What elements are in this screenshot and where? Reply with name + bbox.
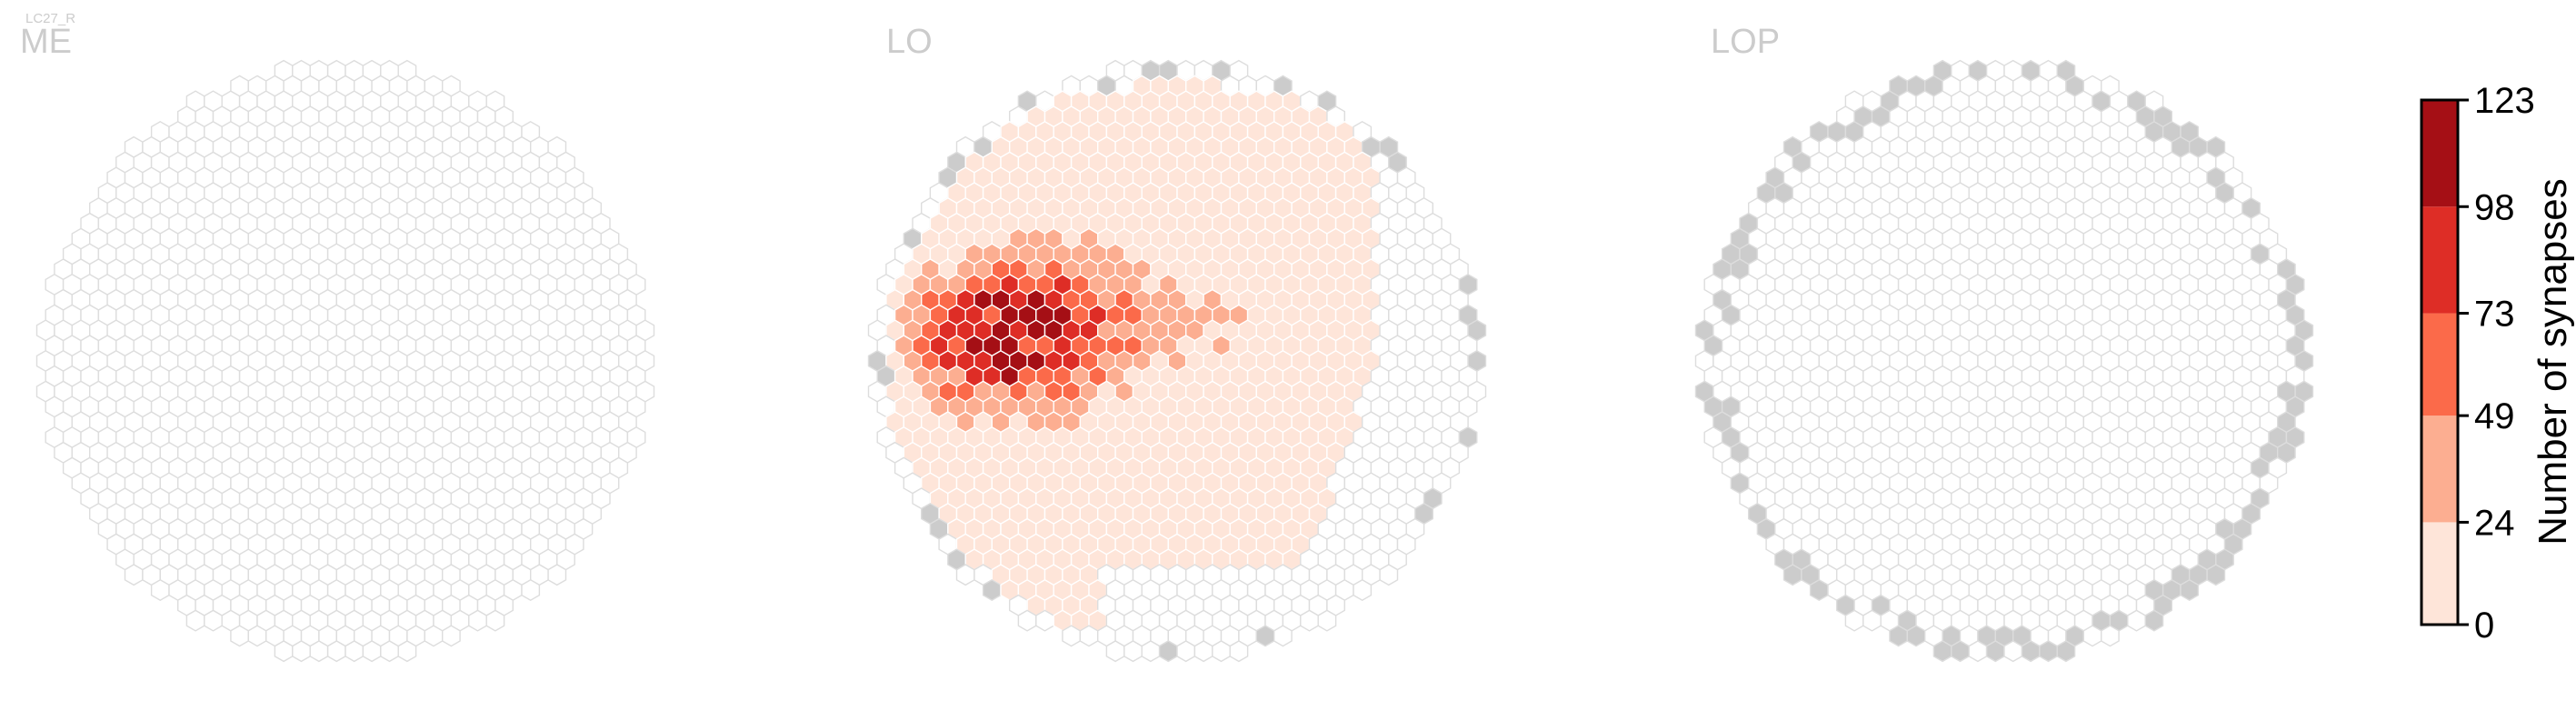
colorbar-bin-2 bbox=[2421, 313, 2458, 416]
lo-hex-1034 bbox=[1300, 609, 1319, 632]
lo-hex-1054 bbox=[1193, 640, 1213, 663]
me-hex-1019 bbox=[204, 609, 223, 632]
colorbar-tick-label-4: 98 bbox=[2474, 187, 2515, 227]
hex-grid-me bbox=[35, 59, 655, 663]
lop-hex-1034 bbox=[2127, 609, 2146, 632]
lop-hex-1019 bbox=[1862, 609, 1882, 632]
lop-hex-1036 bbox=[1889, 625, 1909, 647]
me-hex-998 bbox=[521, 578, 541, 602]
colorbar-ticks: 0 24 49 73 98 123 bbox=[2458, 81, 2535, 646]
lop-hex-1047 bbox=[2082, 625, 2102, 647]
lo-hex-977 bbox=[982, 578, 1002, 602]
lop-hex-998 bbox=[2180, 578, 2200, 602]
lop-hex-1050 bbox=[1951, 640, 1970, 663]
panel-title-me: ME bbox=[20, 23, 72, 61]
me-hex-1054 bbox=[362, 640, 382, 663]
lop-hex-1037 bbox=[1906, 625, 1926, 647]
me-hex-1036 bbox=[230, 625, 249, 647]
me-hex-1049 bbox=[274, 640, 294, 663]
me-hex-952 bbox=[124, 564, 144, 586]
me-hex-1037 bbox=[247, 625, 267, 647]
lo-hex-1053 bbox=[1176, 640, 1196, 663]
lop-hex-1053 bbox=[2003, 640, 2023, 663]
lop-hex-1049 bbox=[1932, 640, 1952, 663]
colorbar-bin-3 bbox=[2421, 206, 2458, 314]
lop-hex-1055 bbox=[2039, 640, 2058, 663]
lo-hex-1019 bbox=[1035, 609, 1054, 632]
panel-lo: LO bbox=[867, 23, 1487, 663]
me-hex-1034 bbox=[468, 609, 487, 632]
colorbar-tick-label-3: 73 bbox=[2474, 295, 2515, 335]
lo-hex-976 bbox=[1379, 564, 1399, 586]
panel-lop: LOP bbox=[1694, 23, 2314, 663]
lo-hex-1056 bbox=[1229, 640, 1249, 663]
lo-hex-1052 bbox=[1158, 640, 1178, 663]
lo-hex-1018 bbox=[1017, 609, 1037, 632]
me-hex-1055 bbox=[380, 640, 399, 663]
panel-title-lop: LOP bbox=[1711, 23, 1780, 61]
lo-hex-1055 bbox=[1212, 640, 1231, 663]
colorbar-tick-label-2: 49 bbox=[2474, 396, 2515, 436]
lop-hex-1035 bbox=[2144, 609, 2164, 632]
colorbar-bins bbox=[2421, 100, 2458, 625]
colorbar-tick-label-0: 0 bbox=[2474, 606, 2494, 646]
colorbar-bin-4 bbox=[2421, 100, 2458, 207]
lop-hex-977 bbox=[1809, 578, 1829, 602]
lo-hex-952 bbox=[955, 564, 975, 586]
lo-hex-1037 bbox=[1079, 625, 1099, 647]
lo-hex-1050 bbox=[1123, 640, 1143, 663]
lo-hex-1035 bbox=[1317, 609, 1337, 632]
me-hex-1053 bbox=[344, 640, 364, 663]
me-hex-976 bbox=[547, 564, 567, 586]
me-hex-977 bbox=[150, 578, 170, 602]
me-hex-1050 bbox=[292, 640, 311, 663]
me-hex-1035 bbox=[485, 609, 505, 632]
panel-me: ME bbox=[20, 23, 655, 663]
hex-grid-lo bbox=[867, 59, 1487, 663]
lop-hex-1051 bbox=[1968, 640, 1988, 663]
lo-hex-1047 bbox=[1255, 625, 1275, 647]
lop-hex-1048 bbox=[2100, 625, 2120, 647]
me-hex-1052 bbox=[326, 640, 346, 663]
me-hex-1018 bbox=[185, 609, 205, 632]
lo-hex-1048 bbox=[1273, 625, 1293, 647]
lop-hex-1018 bbox=[1844, 609, 1864, 632]
lo-hex-1036 bbox=[1062, 625, 1082, 647]
lop-hex-1052 bbox=[1985, 640, 2005, 663]
panel-title-lo: LO bbox=[886, 23, 933, 61]
me-hex-1051 bbox=[309, 640, 329, 663]
colorbar-tick-label-1: 24 bbox=[2474, 503, 2515, 543]
colorbar-label: Number of synapses bbox=[2531, 178, 2575, 546]
me-hex-1056 bbox=[397, 640, 417, 663]
lop-hex-952 bbox=[1782, 564, 1802, 586]
lop-hex-1054 bbox=[2021, 640, 2041, 663]
colorbar-bin-1 bbox=[2421, 416, 2458, 523]
me-hex-1047 bbox=[424, 625, 444, 647]
colorbar-frame bbox=[2420, 98, 2460, 626]
lo-hex-998 bbox=[1353, 578, 1373, 602]
lop-hex-976 bbox=[2206, 564, 2226, 586]
me-hex-1048 bbox=[442, 625, 461, 647]
colorbar-bin-0 bbox=[2421, 522, 2458, 625]
lo-hex-1049 bbox=[1105, 640, 1125, 663]
colorbar: 0 24 49 73 98 123 Number of synapses bbox=[2420, 81, 2575, 646]
lo-hex-1051 bbox=[1141, 640, 1161, 663]
lop-hex-1056 bbox=[2056, 640, 2076, 663]
cell-type-label: LC27_R bbox=[25, 11, 75, 26]
hex-grid-lop bbox=[1694, 59, 2314, 663]
colorbar-tick-label-5: 123 bbox=[2474, 81, 2535, 121]
